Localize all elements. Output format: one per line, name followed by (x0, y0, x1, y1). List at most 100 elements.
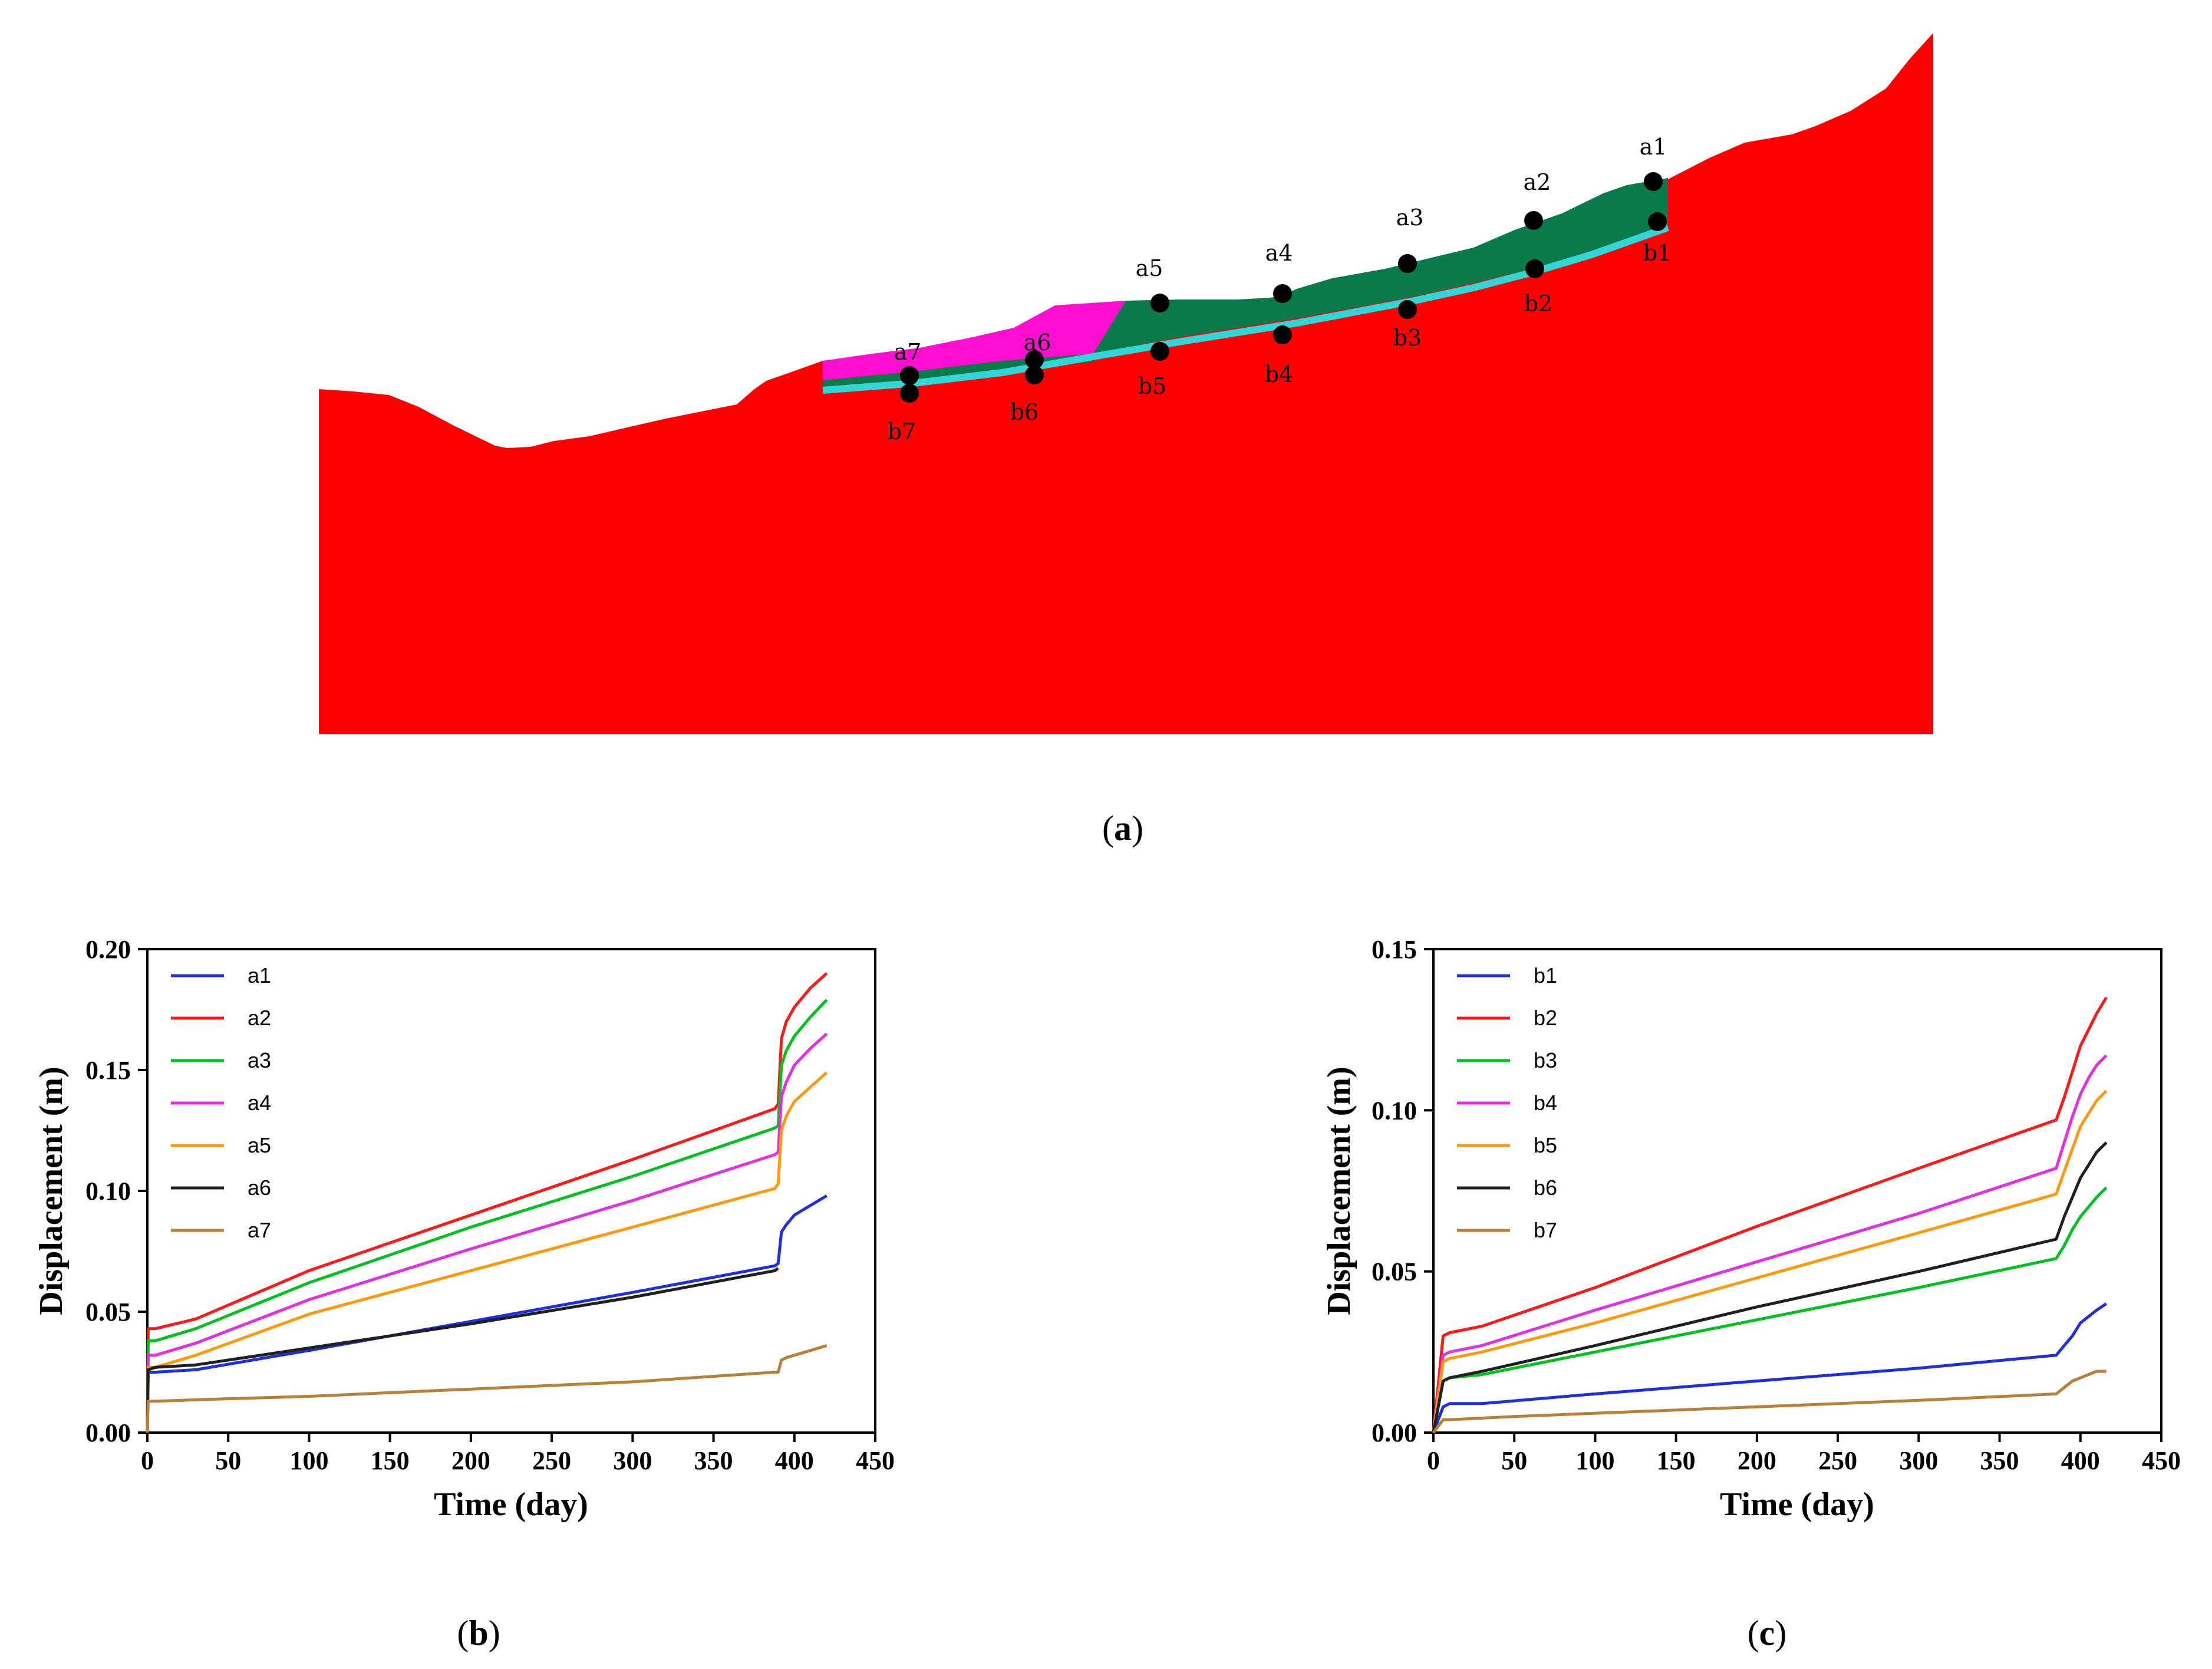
chart-b-x-tick-label: 100 (289, 1446, 328, 1475)
point-label-b6: b6 (1010, 399, 1039, 425)
monitoring-point-a7 (900, 366, 919, 385)
chart-c-series-line-b5 (1432, 1089, 2108, 1433)
chart-b-y-tick-label: 0.15 (85, 1056, 131, 1085)
monitoring-point-b6 (1025, 366, 1044, 384)
chart-b-legend-label-a2: a2 (248, 1006, 271, 1030)
chart-c-y-tick-label: 0.10 (1372, 1096, 1417, 1125)
panel-c-label: (c) (1748, 1614, 1787, 1652)
monitoring-point-a1 (1644, 172, 1663, 191)
chart-c-y-tick-label: 0.15 (1372, 935, 1417, 964)
chart-c-legend-label-b3: b3 (1534, 1048, 1557, 1072)
chart-c-series-line-b4 (1432, 1054, 2108, 1433)
slope-model: a1 a2 a3 a4 a5 a6 a7 b1 b2 b3 b4 b5 b6 b7 (319, 33, 1933, 734)
chart-b-series-group (146, 972, 828, 1433)
chart-b-legend: a1 a2 a3 a4 a5 a6 a7 (171, 963, 271, 1242)
chart-b-y-tick-label: 0.00 (85, 1418, 131, 1447)
chart-b-x-tick-label: 450 (856, 1446, 895, 1475)
chart-b-x-tick-label: 0 (141, 1446, 154, 1475)
slip-zone-layer (822, 224, 1670, 394)
chart-b-legend-label-a6: a6 (248, 1176, 271, 1200)
monitoring-point-b1 (1648, 212, 1667, 231)
chart-b-legend-label-a3: a3 (248, 1048, 271, 1072)
point-label-a1: a1 (1640, 134, 1667, 160)
chart-b-series-line-a5 (146, 1071, 828, 1433)
chart-c-y-tick-label: 0.00 (1372, 1418, 1417, 1447)
panel-b-label: (b) (457, 1614, 500, 1652)
point-label-b3: b3 (1393, 325, 1422, 351)
point-label-a6: a6 (1024, 330, 1051, 355)
monitoring-point-a5 (1150, 294, 1169, 312)
chart-b-ticks: 0 50 100 150 200 250 300 350 400 450 0.00 0.05 0.10 0… (85, 935, 895, 1475)
monitoring-point-a2 (1524, 211, 1543, 230)
chart-b-legend-label-a5: a5 (248, 1133, 271, 1157)
chart-b-series-line-a6 (146, 1267, 779, 1433)
chart-c-legend-label-b1: b1 (1534, 963, 1557, 987)
chart-c-x-tick-label: 0 (1427, 1446, 1440, 1475)
chart-b-x-tick-label: 200 (451, 1446, 490, 1475)
chart-b-legend-label-a4: a4 (248, 1091, 271, 1115)
point-label-b1: b1 (1643, 240, 1672, 266)
monitoring-point-b4 (1273, 325, 1292, 344)
point-label-a2: a2 (1524, 169, 1551, 195)
chart-b-x-tick-label: 250 (532, 1446, 571, 1475)
chart-b-y-tick-label: 0.05 (85, 1298, 131, 1326)
chart-c-y-axis-label: Displacement (m) (1321, 1066, 1357, 1315)
panel-a-label: (a) (1102, 809, 1143, 848)
monitoring-point-a4 (1273, 284, 1292, 303)
chart-c-series-line-b6 (1432, 1141, 2108, 1433)
bedrock-layer (319, 33, 1933, 734)
chart-b-series-line-a7 (146, 1344, 828, 1433)
chart-b-legend-label-a1: a1 (248, 963, 271, 987)
point-label-b2: b2 (1524, 291, 1553, 317)
chart-c-x-axis-label: Time (day) (1720, 1486, 1874, 1523)
chart-b-series-line-a2 (146, 972, 828, 1433)
chart-b-y-tick-label: 0.10 (85, 1177, 131, 1206)
chart-b-series-line-a1 (146, 1194, 828, 1433)
chart-c-x-tick-label: 150 (1657, 1446, 1696, 1475)
chart-c-series-line-b1 (1432, 1302, 2108, 1433)
chart-c-ticks: 0 50 100 150 200 250 300 350 400 450 0.00 0.05 0.10 0… (1372, 935, 2181, 1475)
chart-c-legend-label-b4: b4 (1534, 1091, 1557, 1115)
chart-b-series-line-a4 (146, 1032, 828, 1433)
monitoring-point-b3 (1398, 300, 1417, 319)
chart-c-x-tick-label: 100 (1575, 1446, 1614, 1475)
monitoring-point-a6 (1025, 350, 1044, 369)
chart-c-legend-label-b6: b6 (1534, 1176, 1557, 1200)
chart-b-x-tick-label: 400 (775, 1446, 814, 1475)
chart-c-x-tick-label: 350 (1980, 1446, 2019, 1475)
chart-c-x-tick-label: 200 (1738, 1446, 1776, 1475)
chart-b-series-line-a3 (146, 999, 828, 1433)
chart-c-x-tick-label: 450 (2142, 1446, 2181, 1475)
chart-c-x-tick-label: 250 (1818, 1446, 1857, 1475)
chart-b-x-axis-label: Time (day) (434, 1486, 588, 1523)
monitoring-point-b7 (900, 384, 919, 403)
chart-c-series-group (1432, 996, 2108, 1434)
chart-c-legend: b1 b2 b3 b4 b5 b6 b7 (1457, 963, 1557, 1242)
chart-b-x-tick-label: 150 (371, 1446, 410, 1475)
chart-c-x-tick-label: 300 (1899, 1446, 1938, 1475)
chart-c-series-line-b2 (1432, 996, 2108, 1433)
point-label-a3: a3 (1396, 205, 1424, 231)
chart-c-legend-label-b2: b2 (1534, 1006, 1557, 1030)
monitoring-point-b2 (1525, 259, 1544, 278)
chart-b-y-axis-label: Displacement (m) (33, 1066, 70, 1315)
monitoring-points: a1 a2 a3 a4 a5 a6 a7 b1 b2 b3 b4 b5 b6 b7 (888, 134, 1672, 445)
chart-b-x-tick-label: 300 (613, 1446, 652, 1475)
chart-c-x-tick-label: 400 (2061, 1446, 2100, 1475)
point-label-a5: a5 (1136, 255, 1163, 281)
chart-b-x-tick-label: 50 (215, 1446, 241, 1475)
point-label-b5: b5 (1138, 373, 1167, 399)
chart-b-x-tick-label: 350 (694, 1446, 733, 1475)
chart-c-plot-frame (1432, 948, 2162, 1434)
chart-b-y-tick-label: 0.20 (85, 935, 131, 964)
monitoring-point-a3 (1398, 254, 1417, 273)
point-label-a7: a7 (894, 339, 922, 365)
chart-c-x-tick-label: 50 (1501, 1446, 1527, 1475)
chart-b-legend-label-a7: a7 (248, 1218, 271, 1242)
point-label-b7: b7 (888, 419, 917, 445)
landslide-body-layer (1093, 178, 1668, 354)
chart-c-series-line-b7 (1432, 1370, 2106, 1434)
point-label-b4: b4 (1265, 361, 1294, 387)
chart-c-legend-label-b5: b5 (1534, 1133, 1557, 1157)
